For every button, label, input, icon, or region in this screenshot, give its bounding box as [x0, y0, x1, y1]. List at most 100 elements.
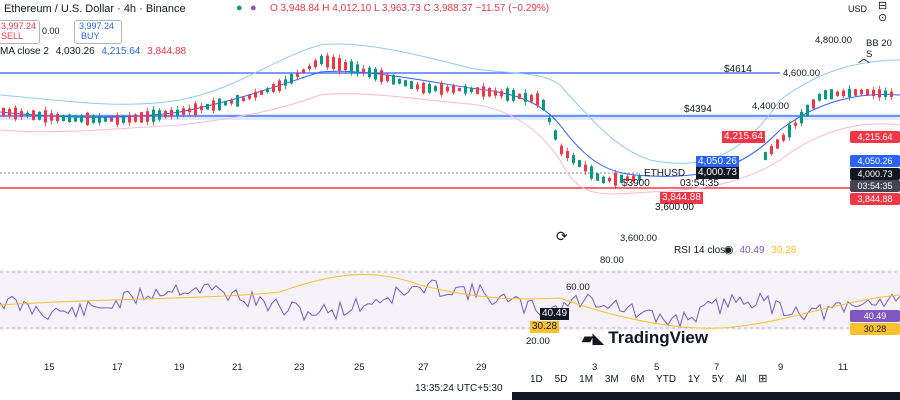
range-6m[interactable]: 6M: [630, 374, 645, 385]
candle-body: [854, 89, 857, 96]
range-ytd[interactable]: YTD: [656, 374, 677, 385]
candle-body: [554, 130, 557, 140]
candle-body: [452, 85, 455, 93]
candle-body: [338, 58, 341, 71]
rsi-axis-60: 60.00: [566, 282, 590, 293]
candle-body: [308, 65, 311, 70]
price-tag-ma-lower: 3,844.88: [850, 193, 900, 205]
time-tick: 27: [418, 362, 429, 373]
candle-body: [92, 115, 95, 123]
rsi-band: [0, 270, 900, 330]
candle-body: [278, 80, 281, 92]
rsi-axis-20: 20.00: [526, 336, 550, 347]
candle-body: [530, 95, 533, 102]
candle-body: [56, 114, 59, 122]
ma-lower-label: 3,844.88: [660, 192, 703, 204]
candle-body: [620, 174, 623, 184]
candle-body: [110, 117, 113, 122]
sell-button[interactable]: 3,997.24 SELL: [0, 20, 40, 44]
range-1y[interactable]: 1Y: [687, 374, 701, 385]
rsi-axis-80: 80.00: [600, 255, 624, 266]
currency-label[interactable]: USD: [848, 4, 868, 14]
candle-body: [14, 107, 17, 120]
candle-body: [578, 160, 581, 167]
candle-body: [830, 89, 833, 100]
candle-body: [626, 176, 629, 181]
candle-body: [482, 86, 485, 97]
candle-body: [176, 109, 179, 116]
price-line-label-4614[interactable]: $4614: [724, 64, 752, 75]
candle-body: [632, 175, 635, 182]
eye-icon[interactable]: ◉: [724, 244, 734, 256]
candle-body: [86, 112, 89, 125]
candle-body: [302, 69, 305, 74]
candle-body: [434, 86, 437, 91]
time-tick: 11: [838, 362, 848, 373]
candle-body: [116, 114, 119, 125]
range-all[interactable]: All: [735, 374, 747, 385]
rsi-legend[interactable]: RSI 14 close 40.49 30.28: [674, 245, 796, 256]
ma-value-3: 3,844.88: [147, 46, 187, 57]
chevron-up-icon[interactable]: ︿: [858, 51, 871, 65]
range-5y[interactable]: 5Y: [711, 374, 725, 385]
buy-button[interactable]: 3,997.24 BUY: [74, 20, 122, 44]
rsi-label: RSI 14 close: [674, 245, 731, 256]
ma-legend[interactable]: MA close 2 4,030.26 4,215.64 3,844.88: [0, 46, 186, 57]
status-icon: ●: [236, 2, 243, 14]
time-tick: 15: [44, 362, 55, 373]
candle-body: [266, 88, 269, 93]
time-tick: 3: [592, 362, 598, 373]
range-5d[interactable]: 5D: [554, 374, 568, 385]
candle-body: [290, 74, 293, 84]
candle-body: [44, 110, 47, 123]
price-tag-ma-mid: 4,050.26: [850, 155, 900, 167]
price-axis-3600: 3,600.00: [620, 233, 657, 244]
candle-body: [584, 164, 587, 172]
candle-body: [818, 93, 821, 101]
candle-body: [842, 90, 845, 97]
range-3m[interactable]: 3M: [604, 374, 619, 385]
candle-body: [194, 103, 197, 116]
candle-body: [476, 87, 479, 95]
candle-body: [362, 68, 365, 73]
candle-body: [272, 84, 275, 92]
rsi-ma-tag-left: 30.28: [530, 321, 560, 333]
candle-body: [788, 124, 791, 138]
candle-body: [74, 115, 77, 122]
candle-body: [404, 80, 407, 87]
ohlc-values: O 3,948.84 H 4,012.10 L 3,963.73 C 3,988…: [270, 3, 550, 14]
time-tick: 7: [714, 362, 720, 373]
candle-body: [392, 74, 395, 85]
candle-body: [878, 89, 881, 98]
lock-icon[interactable]: ⊟: [878, 0, 888, 12]
spread-value: 0.00: [42, 26, 60, 36]
range-1m[interactable]: 1M: [579, 374, 594, 385]
candle-body: [416, 84, 419, 90]
price-line-label-3900[interactable]: $3900: [622, 178, 650, 189]
replay-icon[interactable]: ⟳: [556, 228, 568, 244]
rsi-line: [0, 279, 900, 329]
candle-body: [242, 97, 245, 102]
calendar-range-icon[interactable]: ⊞: [758, 373, 768, 385]
utc-clock[interactable]: 13:35:24 UTC+5:30: [415, 383, 503, 394]
candle-body: [794, 122, 797, 126]
time-tick: 5: [654, 362, 660, 373]
price-line-label-4394[interactable]: $4394: [684, 104, 712, 115]
candle-body: [506, 88, 509, 101]
candle-body: [368, 67, 371, 78]
candle-body: [236, 95, 239, 107]
price-zone: [0, 114, 900, 120]
candle-body: [326, 55, 329, 68]
time-tick: 19: [174, 362, 185, 373]
candle-body: [32, 110, 35, 121]
price-tag-ma-upper: 4,215.64: [850, 131, 900, 143]
settings-icon[interactable]: ⊙: [878, 12, 888, 24]
candle-body: [764, 152, 767, 160]
bb-legend[interactable]: BB 20 S: [866, 38, 892, 60]
candle-body: [800, 111, 803, 124]
symbol-title[interactable]: Ethereum / U.S. Dollar · 4h · Binance: [4, 3, 186, 15]
price-axis-4600: 4,600.00: [783, 68, 820, 79]
candle-body: [596, 173, 599, 181]
range-1d[interactable]: 1D: [530, 374, 543, 385]
